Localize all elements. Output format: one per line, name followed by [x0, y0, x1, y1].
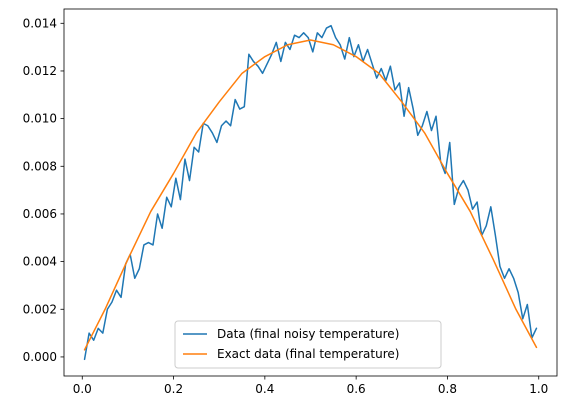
x-tick-label: 0.0	[73, 382, 92, 396]
y-tick-label: 0.010	[23, 112, 57, 126]
y-tick-label: 0.014	[23, 16, 57, 30]
y-tick-label: 0.006	[23, 207, 57, 221]
x-tick-label: 0.8	[438, 382, 457, 396]
axes: 0.0 0.2 0.4 0.6 0.8 1.0 0.000 0.002 0.004 0.006 0.…	[23, 8, 558, 396]
x-tick-label: 0.2	[164, 382, 183, 396]
y-tick-label: 0.002	[23, 302, 57, 316]
y-tick-label: 0.004	[23, 255, 57, 269]
legend-label-1: Data (final noisy temperature)	[217, 327, 399, 341]
plot-area	[83, 24, 538, 361]
y-tick-label: 0.008	[23, 159, 57, 173]
x-tick-label: 0.4	[255, 382, 274, 396]
y-tick-label: 0.012	[23, 64, 57, 78]
x-tick-label: 0.6	[347, 382, 366, 396]
series-line-1	[83, 24, 538, 361]
series-line-2	[83, 39, 538, 351]
y-tick-label: 0.000	[23, 350, 57, 364]
x-tick-label: 1.0	[529, 382, 548, 396]
legend-label-2: Exact data (final temperature)	[217, 347, 399, 361]
legend-box	[174, 320, 442, 369]
axes-frame	[63, 8, 558, 377]
legend: Data (final noisy temperature) Exact data…	[174, 320, 442, 369]
